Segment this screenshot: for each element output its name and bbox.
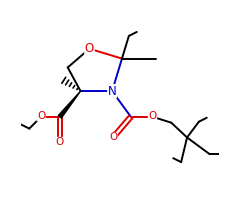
Text: O: O	[37, 111, 45, 121]
Text: O: O	[109, 132, 117, 142]
Text: O: O	[148, 111, 157, 121]
Polygon shape	[58, 91, 81, 118]
Text: O: O	[85, 42, 94, 55]
Text: O: O	[56, 137, 64, 147]
Text: N: N	[108, 85, 116, 98]
